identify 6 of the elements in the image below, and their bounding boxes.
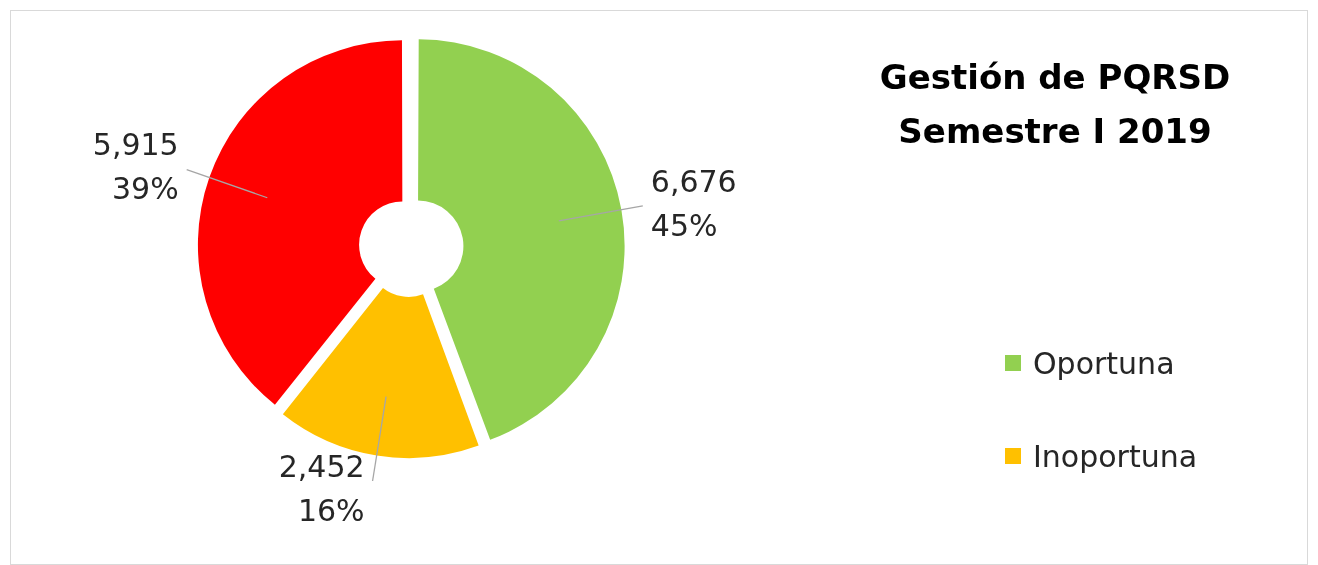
- data-label: 5,915 39%: [92, 127, 179, 207]
- legend-label: Inoportuna: [1033, 438, 1198, 474]
- data-label: 2,452 16%: [278, 448, 365, 528]
- legend-label: Oportuna: [1033, 345, 1175, 381]
- text: Gestión de PQRSD Semestre I 2019: [878, 56, 1232, 153]
- data-label: 6,676 45%: [650, 163, 737, 243]
